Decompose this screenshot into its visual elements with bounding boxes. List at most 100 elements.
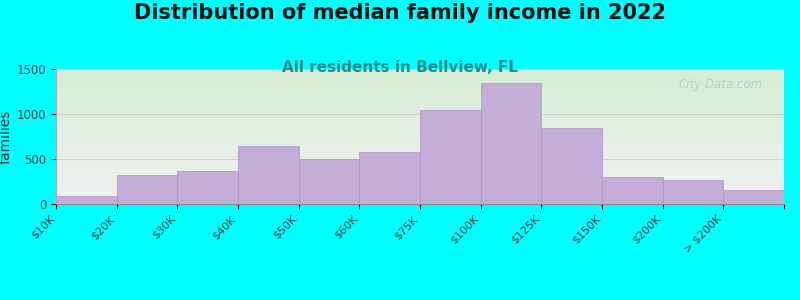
Bar (56, 191, 784, 192)
Bar (56, 174, 784, 175)
Bar (56, 83, 784, 84)
Bar (56, 146, 784, 147)
Text: Distribution of median family income in 2022: Distribution of median family income in … (134, 3, 666, 23)
Bar (56, 105, 784, 106)
Bar (56, 200, 784, 201)
Bar (56, 159, 784, 160)
Bar (56, 180, 784, 181)
Bar (56, 150, 784, 151)
Bar (359, 152, 420, 204)
Bar (56, 198, 784, 199)
Bar (56, 101, 784, 102)
Bar (56, 99, 784, 100)
Bar (56, 181, 784, 182)
Bar (723, 190, 784, 204)
Bar (662, 180, 723, 204)
Bar (56, 132, 784, 133)
Bar (56, 149, 784, 150)
Bar (56, 177, 784, 178)
Bar (56, 173, 784, 174)
Bar (298, 159, 359, 204)
Bar (56, 90, 784, 91)
Bar (56, 124, 784, 125)
Bar (56, 188, 784, 189)
Bar (178, 171, 238, 204)
Bar (56, 103, 784, 104)
Bar (56, 141, 784, 142)
Bar (56, 139, 784, 140)
Bar (56, 195, 784, 196)
Bar (56, 145, 784, 146)
Bar (56, 92, 784, 93)
Bar (56, 100, 784, 101)
Bar (56, 79, 784, 80)
Bar (56, 110, 784, 111)
Bar (56, 194, 784, 195)
Bar (56, 70, 784, 71)
Text: City-Data.com: City-Data.com (678, 78, 762, 92)
Bar (56, 199, 784, 200)
Bar (56, 137, 784, 138)
Bar (56, 85, 784, 86)
Bar (602, 177, 662, 204)
Bar (56, 104, 784, 105)
Y-axis label: families: families (0, 109, 13, 164)
Bar (56, 76, 784, 77)
Bar (56, 187, 784, 188)
Bar (56, 86, 784, 87)
Bar (56, 106, 784, 107)
Bar (56, 82, 784, 83)
Bar (56, 95, 784, 96)
Bar (56, 171, 784, 172)
Bar (56, 89, 784, 90)
Bar (56, 134, 784, 135)
Bar (56, 166, 784, 167)
Bar (56, 114, 784, 115)
Bar (56, 170, 784, 171)
Bar (56, 193, 784, 194)
Bar (56, 196, 784, 197)
Bar (56, 135, 784, 136)
Bar (56, 81, 784, 82)
Bar (56, 122, 784, 123)
Bar (56, 84, 784, 85)
Bar (56, 196, 117, 204)
Bar (56, 77, 784, 78)
Bar (56, 142, 784, 143)
Bar (56, 126, 784, 127)
Bar (56, 97, 784, 98)
Bar (56, 164, 784, 165)
Bar (56, 80, 784, 81)
Bar (56, 118, 784, 119)
Bar (56, 136, 784, 137)
Bar (56, 128, 784, 129)
Bar (420, 110, 481, 204)
Bar (56, 176, 784, 177)
Bar (56, 94, 784, 95)
Bar (56, 133, 784, 134)
Bar (56, 155, 784, 156)
Bar (56, 125, 784, 126)
Bar (56, 147, 784, 148)
Bar (56, 178, 784, 179)
Bar (56, 184, 784, 185)
Bar (56, 131, 784, 132)
Bar (56, 167, 784, 168)
Bar (56, 120, 784, 121)
Bar (56, 162, 784, 163)
Bar (56, 144, 784, 145)
Bar (56, 72, 784, 73)
Bar (56, 75, 784, 76)
Bar (56, 151, 784, 152)
Bar (56, 98, 784, 99)
Bar (56, 202, 784, 203)
Bar (56, 156, 784, 157)
Bar (56, 186, 784, 187)
Bar (56, 157, 784, 158)
Bar (56, 143, 784, 144)
Bar (56, 74, 784, 75)
Bar (56, 197, 784, 198)
Bar (56, 158, 784, 159)
Bar (56, 87, 784, 88)
Bar (56, 190, 784, 191)
